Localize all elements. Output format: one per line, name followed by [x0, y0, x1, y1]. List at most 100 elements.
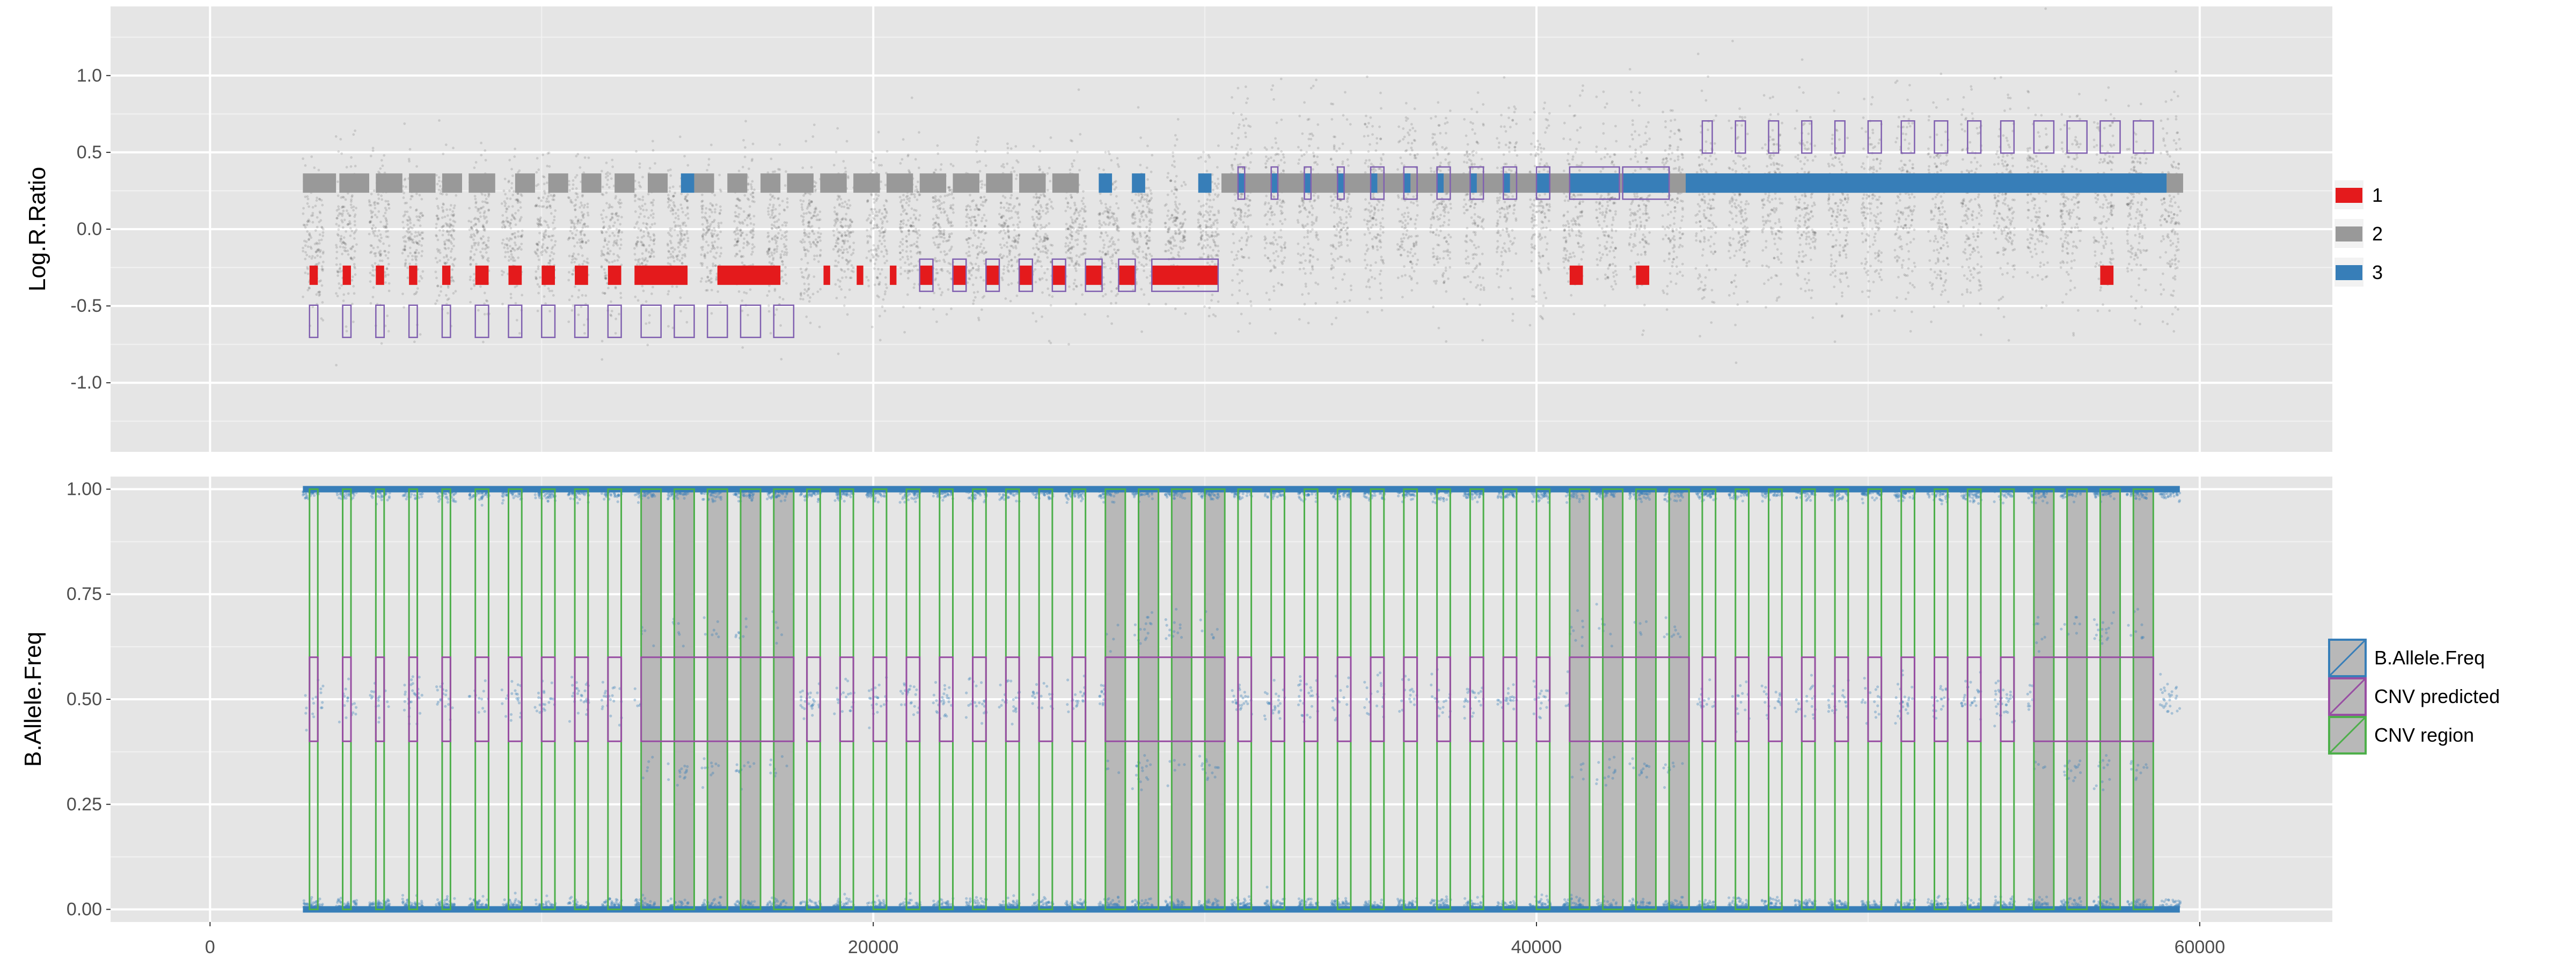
log-r-ratio-point	[805, 267, 808, 270]
log-r-ratio-point	[1197, 200, 1201, 203]
log-r-ratio-point	[1078, 169, 1081, 172]
log-r-ratio-point	[969, 261, 972, 265]
log-r-ratio-point	[1147, 187, 1151, 189]
log-r-ratio-point	[377, 193, 380, 196]
log-r-ratio-point	[404, 262, 407, 266]
log-r-ratio-point	[501, 221, 504, 224]
log-r-ratio-point	[603, 253, 606, 257]
log-r-ratio-point	[878, 314, 881, 318]
log-r-ratio-point	[1345, 259, 1348, 262]
log-r-ratio-point	[581, 215, 584, 218]
log-r-ratio-point	[815, 254, 818, 258]
log-r-ratio-point	[452, 230, 455, 232]
log-r-ratio-point	[678, 224, 682, 228]
log-r-ratio-point	[370, 204, 372, 207]
log-r-ratio-point	[783, 245, 786, 248]
log-r-ratio-point	[406, 223, 409, 226]
log-r-ratio-point	[1210, 226, 1213, 229]
log-r-ratio-point	[501, 303, 504, 305]
log-r-ratio-point	[872, 197, 875, 201]
log-r-ratio-point	[469, 275, 472, 279]
log-r-ratio-point	[740, 233, 742, 237]
log-r-ratio-point	[1297, 242, 1300, 245]
log-r-ratio-point	[314, 251, 318, 253]
log-r-ratio-point	[1365, 159, 1368, 162]
log-r-ratio-point	[1306, 229, 1309, 232]
log-r-ratio-point	[450, 234, 453, 237]
log-r-ratio-point	[686, 164, 690, 167]
log-r-ratio-point	[1375, 142, 1379, 145]
log-r-ratio-point	[1048, 198, 1051, 201]
log-r-ratio-point	[914, 218, 917, 221]
log-r-ratio-point	[1177, 255, 1181, 258]
log-r-ratio-point	[1150, 254, 1153, 258]
log-r-ratio-point	[538, 231, 541, 235]
log-r-ratio-point	[475, 229, 478, 231]
log-r-ratio-point	[965, 224, 968, 228]
log-r-ratio-point	[1330, 118, 1334, 121]
log-r-ratio-point	[1341, 163, 1344, 165]
log-r-ratio-point	[345, 209, 348, 213]
log-r-ratio-point	[837, 279, 840, 282]
log-r-ratio-point	[767, 207, 770, 210]
log-r-ratio-point	[815, 244, 818, 246]
log-r-ratio-point	[850, 231, 852, 234]
log-r-ratio-point	[652, 216, 655, 219]
log-r-ratio-point	[503, 204, 507, 207]
log-r-ratio-point	[773, 170, 777, 173]
log-r-ratio-point	[382, 242, 385, 245]
log-r-ratio-point	[318, 221, 321, 223]
log-r-ratio-point	[833, 206, 836, 209]
log-r-ratio-point	[968, 254, 971, 257]
log-r-ratio-point	[1299, 170, 1302, 173]
log-r-ratio-point	[1138, 218, 1141, 221]
log-r-ratio-point	[477, 230, 480, 233]
log-r-ratio-point	[1182, 213, 1184, 215]
log-r-ratio-point	[419, 216, 422, 219]
log-r-ratio-point	[785, 170, 787, 173]
log-r-ratio-point	[1280, 236, 1283, 239]
log-r-ratio-point	[1117, 238, 1120, 241]
log-r-ratio-point	[521, 233, 524, 237]
log-r-ratio-point	[369, 221, 371, 224]
log-r-ratio-point	[610, 218, 612, 221]
log-r-ratio-point	[983, 214, 986, 217]
log-r-ratio-point	[984, 150, 987, 153]
log-r-ratio-point	[1378, 125, 1381, 128]
log-r-ratio-point	[371, 210, 375, 214]
log-r-ratio-point	[335, 223, 338, 226]
log-r-ratio-point	[779, 253, 782, 256]
log-r-ratio-point	[1301, 293, 1304, 296]
log-r-ratio-point	[817, 260, 820, 263]
log-r-ratio-point	[1338, 245, 1341, 247]
log-r-ratio-point	[1168, 239, 1170, 242]
log-r-ratio-point	[608, 252, 611, 255]
log-r-ratio-point	[905, 195, 908, 199]
log-r-ratio-point	[447, 258, 450, 261]
log-r-ratio-point	[508, 255, 511, 258]
log-r-ratio-point	[1368, 215, 1372, 217]
log-r-ratio-point	[449, 218, 452, 221]
log-r-ratio-point	[382, 225, 385, 228]
log-r-ratio-point	[1046, 249, 1049, 252]
log-r-ratio-point	[1075, 254, 1078, 257]
log-r-ratio-point	[1039, 250, 1042, 253]
log-r-ratio-point	[936, 205, 939, 208]
log-r-ratio-point	[544, 233, 547, 237]
log-r-ratio-point	[535, 242, 538, 245]
log-r-ratio-point	[667, 262, 670, 265]
log-r-ratio-point	[574, 192, 577, 195]
log-r-ratio-point	[940, 294, 943, 296]
log-r-ratio-point	[774, 208, 777, 211]
log-r-ratio-point	[743, 194, 747, 197]
log-r-ratio-point	[441, 193, 444, 196]
log-r-ratio-point	[374, 234, 376, 237]
log-r-ratio-point	[379, 167, 382, 170]
log-r-ratio-point	[1296, 219, 1299, 222]
log-r-ratio-point	[1171, 164, 1174, 167]
log-r-ratio-point	[711, 210, 713, 214]
log-r-ratio-point	[1080, 200, 1084, 202]
log-r-ratio-point	[906, 255, 909, 258]
log-r-ratio-point	[574, 285, 576, 288]
log-r-ratio-point	[434, 257, 437, 260]
